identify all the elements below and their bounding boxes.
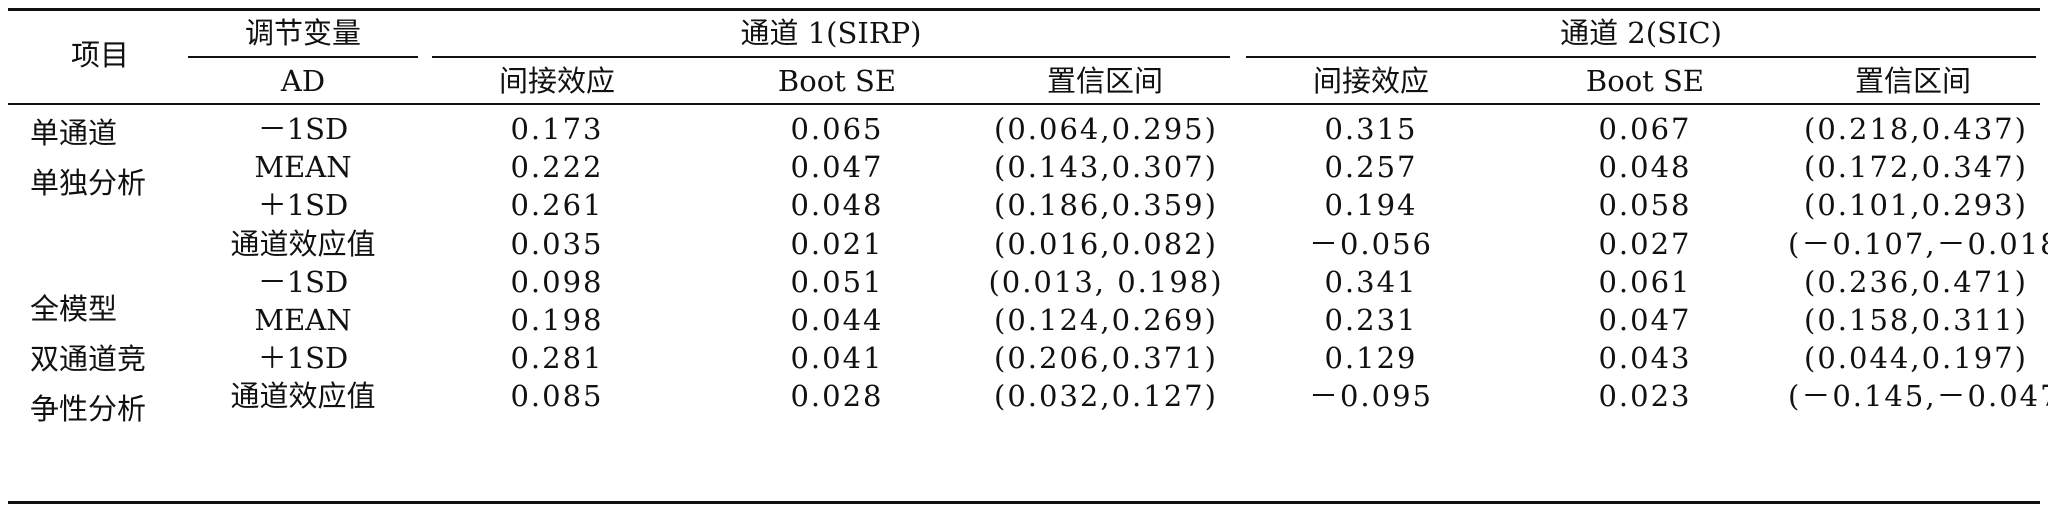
- table-cell-boot-se-1: 0.021: [790, 226, 884, 261]
- table-cell-boot-se-2: 0.043: [1598, 341, 1692, 376]
- header-ci-1: 置信区间: [1046, 64, 1163, 98]
- table-cell-boot-se-1: 0.051: [790, 264, 884, 299]
- table-cell-ci-2: (－0.107,－0.018): [1788, 226, 2048, 261]
- header-ci-2: 置信区间: [1854, 64, 1971, 98]
- channel2-underline: [1246, 56, 2036, 58]
- table-cell-ci-1: (0.206,0.371): [994, 341, 1218, 376]
- table-cell-indirect-effect-2: 0.194: [1324, 188, 1418, 223]
- table-cell-ad-level: －1SD: [257, 112, 349, 146]
- top-rule: [8, 8, 2040, 11]
- table-cell-indirect-effect-1: 0.222: [510, 150, 604, 185]
- table-cell-boot-se-1: 0.047: [790, 150, 884, 185]
- table-cell-indirect-effect-1: 0.173: [510, 112, 604, 146]
- table-cell-ci-1: (0.013, 0.198): [988, 264, 1224, 299]
- header-item: 项目: [70, 38, 129, 72]
- table-cell-ci-1: (0.124,0.269): [994, 303, 1218, 337]
- table-cell-indirect-effect-1: 0.098: [510, 264, 604, 299]
- table-cell-ad-level: MEAN: [254, 303, 352, 337]
- bottom-rule: [8, 501, 2040, 504]
- table-cell-ad-level: －1SD: [257, 264, 349, 299]
- table-cell-ci-1: (0.016,0.082): [994, 226, 1218, 261]
- table-cell-boot-se-1: 0.044: [790, 303, 884, 337]
- header-ad: AD: [280, 64, 326, 98]
- table-cell-ad-level: 通道效应值: [230, 379, 376, 414]
- table-cell-boot-se-1: 0.028: [790, 379, 884, 414]
- table-cell-indirect-effect-2: 0.257: [1324, 150, 1418, 185]
- table-cell-ci-1: (0.186,0.359): [994, 188, 1218, 223]
- header-boot-se-1: Boot SE: [777, 64, 897, 98]
- table-cell-indirect-effect-2: 0.341: [1324, 264, 1418, 299]
- table-cell-ci-1: (0.143,0.307): [994, 150, 1218, 185]
- table-cell-indirect-effect-2: 0.231: [1324, 303, 1418, 337]
- table-cell-boot-se-1: 0.041: [790, 341, 884, 376]
- header-rule: [8, 103, 2040, 105]
- table-cell-boot-se-1: 0.048: [790, 188, 884, 223]
- table-cell-indirect-effect-1: 0.261: [510, 188, 604, 223]
- table-cell-ad-level: 通道效应值: [230, 226, 376, 261]
- table-cell-indirect-effect-1: 0.035: [510, 226, 604, 261]
- moderator-underline: [188, 56, 418, 58]
- table-cell-indirect-effect-2: －0.056: [1308, 226, 1434, 261]
- table-cell-indirect-effect-2: 0.315: [1324, 112, 1418, 146]
- table-cell-indirect-effect-1: 0.085: [510, 379, 604, 414]
- table-cell-boot-se-2: 0.027: [1598, 226, 1692, 261]
- table-cell-indirect-effect-2: 0.129: [1324, 341, 1418, 376]
- group-label-full: 争性分析: [30, 392, 147, 426]
- table-cell-boot-se-2: 0.067: [1598, 112, 1692, 146]
- table-cell-boot-se-2: 0.058: [1598, 188, 1692, 223]
- table-cell-ad-level: ＋1SD: [257, 341, 349, 376]
- table-cell-ad-level: MEAN: [254, 150, 352, 185]
- table-cell-ci-2: (0.101,0.293): [1804, 188, 2028, 223]
- table-cell-ci-2: (0.158,0.311): [1804, 303, 2028, 337]
- table-cell-boot-se-2: 0.061: [1598, 264, 1692, 299]
- table-cell-ci-2: (0.044,0.197): [1804, 341, 2028, 376]
- table-cell-boot-se-2: 0.047: [1598, 303, 1692, 337]
- header-moderator: 调节变量: [244, 16, 361, 50]
- table-cell-ci-2: (0.172,0.347): [1804, 150, 2028, 185]
- group-label-single: 单独分析: [30, 166, 147, 200]
- table-cell-indirect-effect-2: －0.095: [1308, 379, 1434, 414]
- header-indirect-1: 间接效应: [498, 64, 615, 98]
- table-cell-boot-se-2: 0.048: [1598, 150, 1692, 185]
- header-channel1: 通道 1(SIRP): [740, 16, 922, 50]
- header-channel2: 通道 2(SIC): [1560, 16, 1722, 50]
- table-cell-ci-2: (0.236,0.471): [1804, 264, 2028, 299]
- channel1-underline: [432, 56, 1230, 58]
- table-cell-ci-2: (－0.145,－0.047): [1788, 379, 2048, 414]
- table-cell-ci-1: (0.064,0.295): [994, 112, 1218, 146]
- header-indirect-2: 间接效应: [1312, 64, 1429, 98]
- group-label-single: 单通道: [30, 116, 118, 150]
- table-cell-ad-level: ＋1SD: [257, 188, 349, 223]
- group-label-full: 全模型: [30, 292, 118, 326]
- group-label-full: 双通道竞: [30, 342, 147, 376]
- table-cell-ci-1: (0.032,0.127): [994, 379, 1218, 414]
- table-cell-indirect-effect-1: 0.198: [510, 303, 604, 337]
- header-boot-se-2: Boot SE: [1585, 64, 1705, 98]
- table-cell-boot-se-2: 0.023: [1598, 379, 1692, 414]
- table-cell-ci-2: (0.218,0.437): [1804, 112, 2028, 146]
- table-cell-boot-se-1: 0.065: [790, 112, 884, 146]
- table-cell-indirect-effect-1: 0.281: [510, 341, 604, 376]
